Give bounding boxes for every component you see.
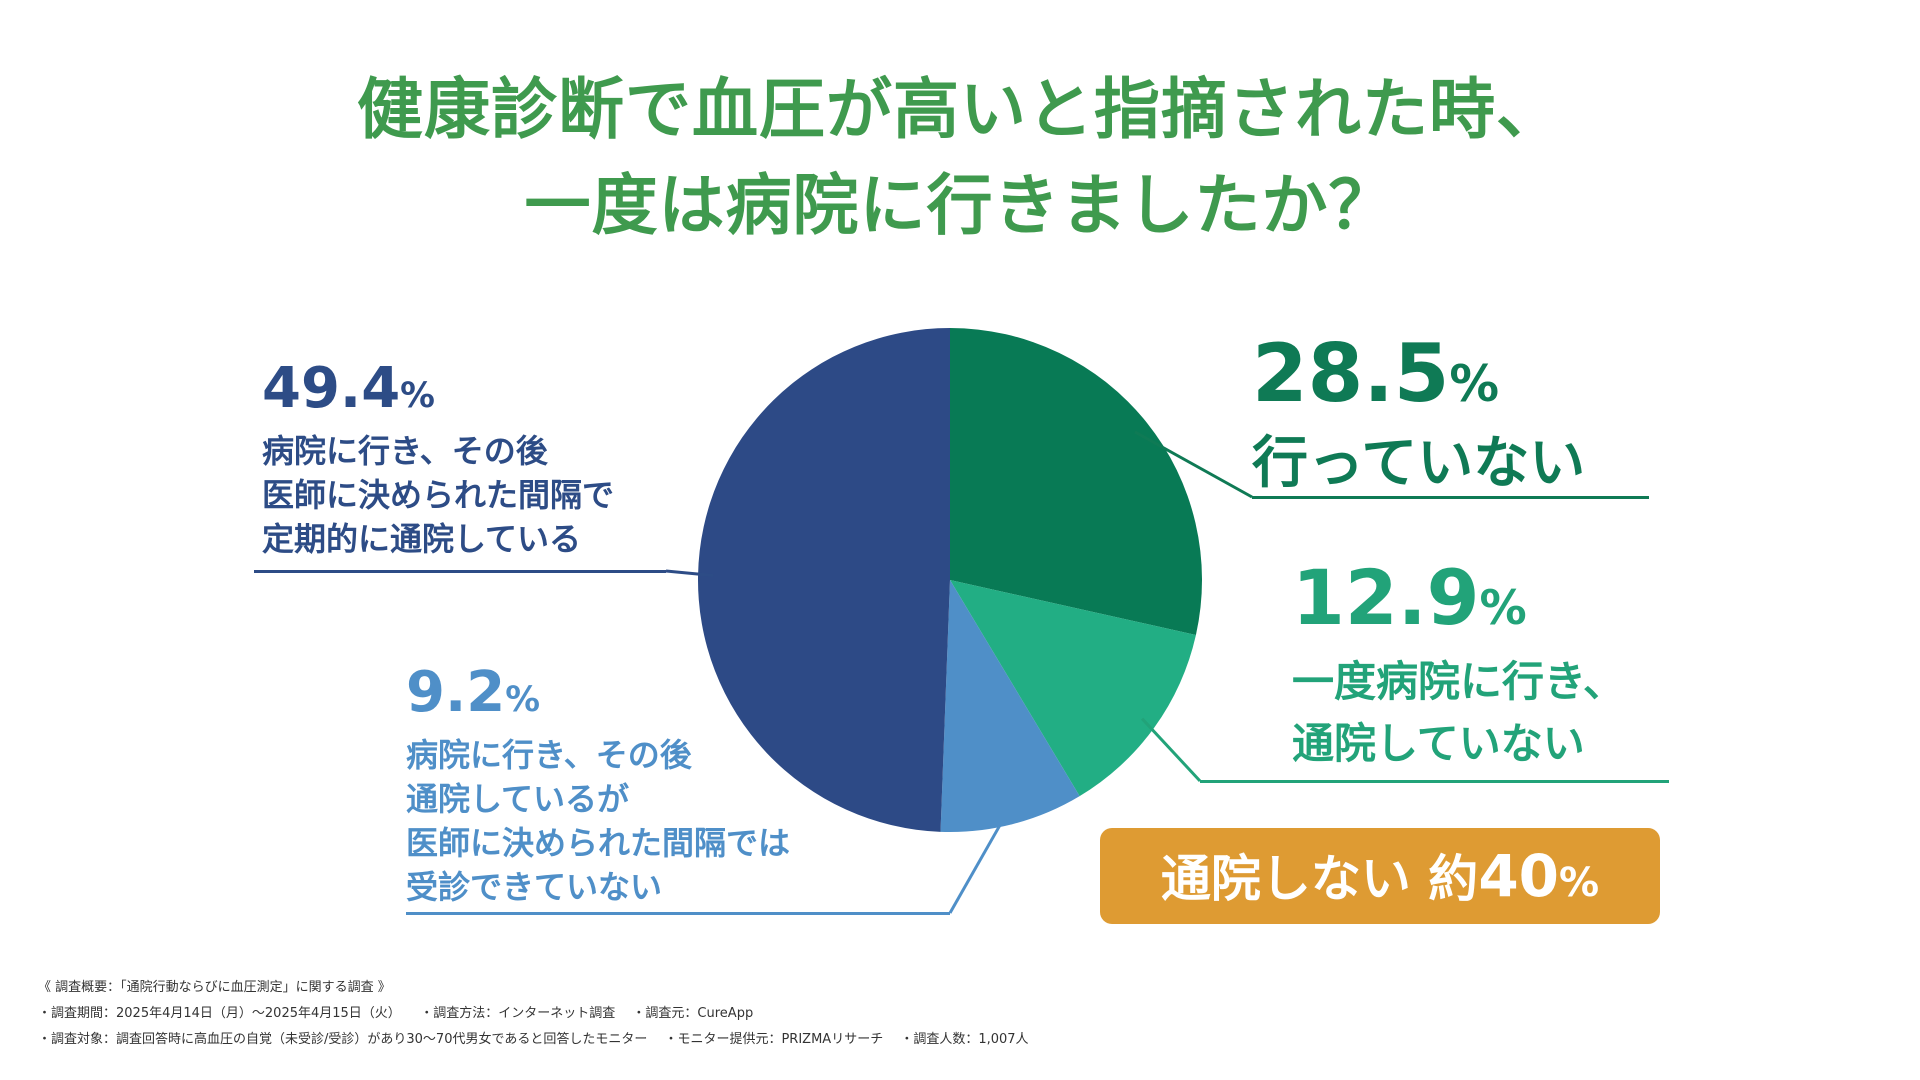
- pct-value-1: 12.9: [1292, 553, 1480, 642]
- pct-slice-0: 28.5%: [1252, 330, 1585, 428]
- pct-value-3: 49.4: [262, 356, 401, 421]
- title-line-2: 一度は病院に行きましたか？: [524, 167, 1396, 244]
- label-slice-once: 12.9% 一度病院に行き、 通院していない: [1292, 556, 1625, 775]
- label-line-2-0: 病院に行き、その後: [406, 736, 692, 774]
- callout-unit: %: [1559, 860, 1600, 906]
- title-line-1: 健康診断で血圧が高いと指摘された時、: [357, 71, 1563, 148]
- label-slice-not-visited: 28.5% 行っていない: [1252, 330, 1585, 500]
- leader-line-3-diag: [665, 569, 714, 578]
- pie-slice-not-visited: [950, 328, 1203, 635]
- label-line-2-2: 医師に決められた間隔では: [406, 824, 791, 862]
- leader-line-2-h: [406, 912, 950, 915]
- pie-slice-regular: [697, 328, 950, 832]
- pct-value-2: 9.2: [406, 660, 506, 725]
- label-line-3-0: 病院に行き、その後: [262, 432, 548, 470]
- leader-line-0-diag: [1134, 430, 1253, 499]
- pct-unit-3: %: [400, 376, 435, 416]
- leader-line-0-h: [1252, 496, 1649, 499]
- label-line-1-1: 通院していない: [1292, 719, 1585, 768]
- label-slice-regular: 49.4% 病院に行き、その後 医師に決められた間隔で 定期的に通院している: [262, 356, 614, 561]
- pct-unit-1: %: [1479, 581, 1527, 636]
- label-line-2-1: 通院しているが: [406, 780, 630, 818]
- chart-title: 健康診断で血圧が高いと指摘された時、 一度は病院に行きましたか？: [0, 62, 1920, 254]
- pie-slice-irregular: [940, 580, 1080, 832]
- callout-text: 通院しない 約: [1160, 850, 1479, 908]
- leader-line-1-diag: [1140, 717, 1202, 783]
- pie-slice-once: [950, 580, 1196, 797]
- footnote-line-2: ・調査期間：2025年4月14日（月）～2025年4月15日（火） ・調査方法：…: [38, 1006, 754, 1021]
- footnote-line-3: ・調査対象：調査回答時に高血圧の自覚（未受診/受診）があり30～70代男女である…: [38, 1032, 1029, 1047]
- pct-slice-2: 9.2%: [406, 660, 790, 733]
- summary-callout: 通院しない 約40%: [1100, 828, 1660, 924]
- label-line-3-2: 定期的に通院している: [262, 520, 582, 558]
- pct-slice-1: 12.9%: [1292, 556, 1625, 651]
- pct-unit-2: %: [505, 680, 540, 720]
- label-line-1-0: 一度病院に行き、: [1292, 657, 1626, 706]
- leader-line-2-diag: [948, 808, 1011, 914]
- label-slice-irregular: 9.2% 病院に行き、その後 通院しているが 医師に決められた間隔では 受診でき…: [406, 660, 790, 909]
- pct-unit-0: %: [1449, 355, 1500, 413]
- label-line-0-0: 行っていない: [1252, 431, 1586, 496]
- pct-value-0: 28.5: [1252, 327, 1450, 420]
- callout-value: 40: [1478, 842, 1560, 910]
- pct-slice-3: 49.4%: [262, 356, 614, 429]
- footnote-line-1: 《 調査概要：「通院行動ならびに血圧測定」に関する調査 》: [38, 980, 391, 995]
- leader-line-3-h: [254, 570, 666, 573]
- label-line-3-1: 医師に決められた間隔で: [262, 476, 615, 514]
- label-line-2-3: 受診できていない: [406, 868, 663, 906]
- leader-line-1-h: [1200, 780, 1669, 783]
